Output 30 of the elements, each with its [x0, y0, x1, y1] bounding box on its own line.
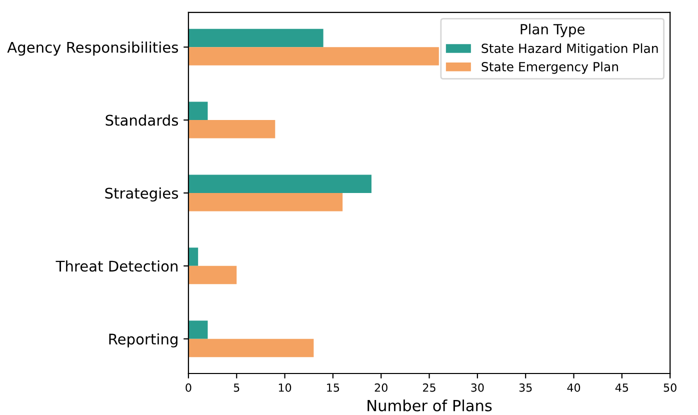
bar — [188, 47, 439, 66]
x-tick-label: 30 — [471, 383, 484, 392]
bar — [188, 248, 198, 266]
x-tick-label: 20 — [374, 383, 388, 392]
legend-label: State Emergency Plan — [482, 62, 618, 74]
y-tick-label: Threat Detection — [56, 260, 178, 272]
legend-label: State Hazard Mitigation Plan — [482, 43, 658, 56]
bar — [188, 120, 276, 138]
x-tick-label: 15 — [327, 384, 340, 392]
y-tick-label: Reporting — [109, 333, 178, 348]
bar — [188, 192, 343, 212]
bar — [188, 174, 372, 193]
x-axis-title: Number of Plans — [368, 400, 492, 412]
bar — [188, 266, 237, 284]
x-tick-label: 40 — [567, 383, 580, 392]
x-tick-label: 45 — [615, 384, 628, 392]
x-tick-label: 5 — [234, 384, 240, 392]
y-tick-label: Strategies — [105, 187, 178, 202]
x-tick-label: 50 — [664, 383, 676, 392]
bar — [188, 320, 208, 339]
x-tick-label: 25 — [423, 383, 436, 392]
x-tick-label: 10 — [278, 383, 292, 392]
y-tick-label: Standards — [106, 114, 178, 126]
legend-title: Plan Type — [520, 24, 585, 38]
bar — [188, 102, 208, 120]
bar — [188, 28, 324, 48]
x-tick-label: 0 — [186, 383, 192, 392]
x-tick-label: 35 — [519, 383, 532, 392]
bar — [188, 338, 314, 358]
y-tick-label: Agency Responsibilities — [7, 42, 178, 56]
